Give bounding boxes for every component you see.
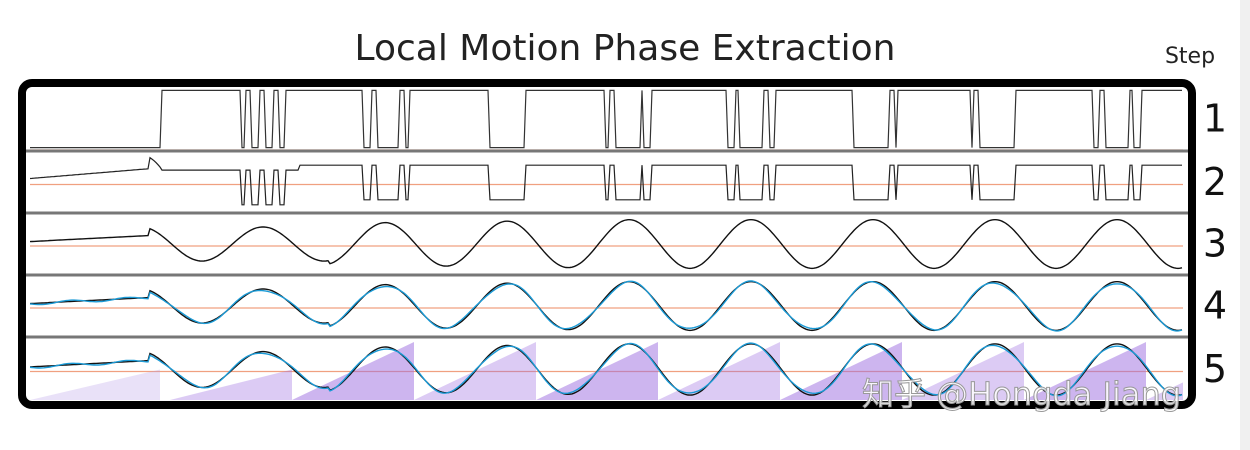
frame xyxy=(18,79,1196,409)
signal-step-2 xyxy=(29,156,1182,206)
step-label: Step xyxy=(1165,44,1215,69)
step-number: 5 xyxy=(1203,347,1227,391)
signal-fit xyxy=(29,342,1183,397)
plots xyxy=(25,89,1188,400)
title: Local Motion Phase Extraction xyxy=(355,28,896,69)
step-number: 3 xyxy=(1203,222,1227,266)
step-number: 2 xyxy=(1203,160,1227,204)
phase-ramp xyxy=(170,369,292,400)
signal-fit xyxy=(29,280,1183,332)
watermark: 知乎 @Hongda Jiang xyxy=(862,375,1181,413)
scroll-edge xyxy=(1240,0,1250,450)
step-number: 1 xyxy=(1203,97,1227,141)
step-numbers: 1 2 3 4 5 xyxy=(1203,97,1227,392)
signal-step-1 xyxy=(30,89,1182,149)
signal-step-3 xyxy=(29,219,1183,270)
step-number: 4 xyxy=(1203,284,1227,328)
phase-ramp xyxy=(30,369,160,400)
